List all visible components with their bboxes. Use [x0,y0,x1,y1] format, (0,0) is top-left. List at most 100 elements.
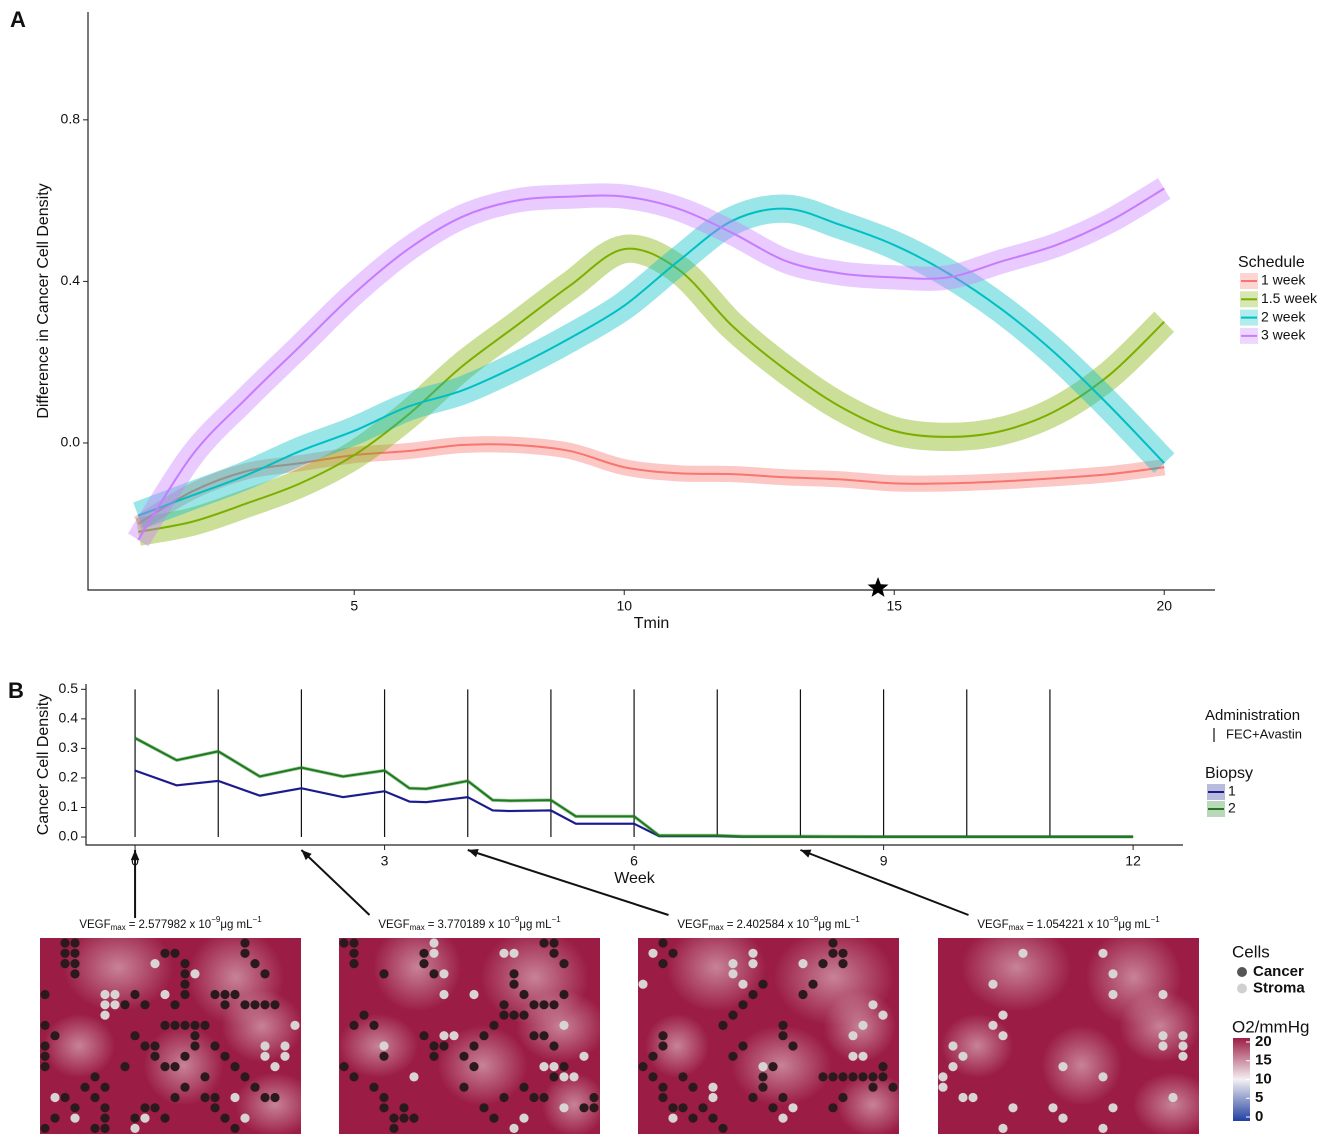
cancer-cell [399,1114,408,1123]
stroma-cell [988,1021,997,1030]
stroma-cell [1098,1072,1107,1081]
cancer-cell [250,1000,259,1009]
cancer-cell [160,1062,169,1071]
cancer-cell [230,1062,239,1071]
stroma-cell [1048,1103,1057,1112]
stroma-cell [798,959,807,968]
cancer-cell [260,1000,269,1009]
cancer-cell [748,1093,757,1102]
stroma-cell [1158,1041,1167,1050]
cancer-cell [40,1021,49,1030]
legend-title: Cells [1232,942,1270,961]
colorbar-tick-label: 0 [1255,1108,1263,1125]
cancer-cell [240,949,249,958]
legend-title: Schedule [1238,254,1305,271]
cancer-cell [70,938,79,947]
vegf-label-part: = [428,919,435,931]
vegf-label-part: −1 [1151,915,1161,924]
cancer-cell [678,1103,687,1112]
x-axis-title: Tmin [634,615,670,632]
cancer-cell [469,1062,478,1071]
oxygen-gradient [1119,990,1200,1062]
cancer-cell [200,1021,209,1030]
cancer-cell [539,1093,548,1102]
vegf-label-part: x 10 [488,919,510,931]
stroma-cell [579,1052,588,1061]
stroma-cell [1108,969,1117,978]
cancer-cell [559,1062,568,1071]
cancer-cell [668,1103,677,1112]
cancer-cell [210,1093,219,1102]
cancer-cell [469,1041,478,1050]
cancer-cell [658,1093,667,1102]
cancer-cell [868,1072,877,1081]
stroma-cell [878,1011,887,1020]
cancer-cell [170,1021,179,1030]
cancer-cell [200,1093,209,1102]
x-tick-label: 5 [350,598,358,614]
vegf-label: VEGFmax=2.577982x 10−9μg mL−1 [79,915,262,932]
stroma-cell [848,1052,857,1061]
cancer-cell [379,969,388,978]
cancer-cell [519,1083,528,1092]
cancer-cell [40,990,49,999]
cancer-cell [250,959,259,968]
colorbar-tick-label: 15 [1255,1052,1272,1069]
cancer-cell [419,959,428,968]
y-axis-title: Difference in Cancer Cell Density [35,183,52,418]
cancer-cell [379,1103,388,1112]
oxygen-gradient [221,990,302,1062]
cancer-cell [170,1000,179,1009]
cancer-cell [429,969,438,978]
cancer-cell [120,1000,129,1009]
cancer-cell [130,990,139,999]
vegf-label-part: 2.402584 [736,919,785,931]
cancer-cell [349,949,358,958]
stroma-cell [539,1062,548,1071]
stroma-cell [1158,990,1167,999]
panel-label: A [10,7,26,32]
cancer-cell [549,949,558,958]
stroma-cell [70,1114,79,1123]
stroma-cell [858,1021,867,1030]
cancer-cell [658,959,667,968]
cancer-cell [718,1124,727,1133]
cancer-cell [489,1021,498,1030]
cancer-cell [758,1083,767,1092]
cancer-cell [519,990,528,999]
cancer-cell [70,959,79,968]
cancer-cell [170,1062,179,1071]
cancer-cell [728,1052,737,1061]
y-tick-label: 0.4 [61,272,81,288]
cancer-cell [668,949,677,958]
stroma-cell [280,1041,289,1050]
cancer-cell [190,1031,199,1040]
cancer-cell [768,1103,777,1112]
arrow-head [800,850,811,858]
legend-label: Stroma [1253,979,1305,996]
legend-key [1237,984,1247,994]
cancer-cell [549,1072,558,1081]
cancer-cell [818,1072,827,1081]
cancer-cell [529,1031,538,1040]
stroma-cell [738,980,747,989]
stroma-cell [569,1072,578,1081]
vegf-label-part: VEGF [378,919,409,931]
vegf-label-part: x 10 [189,919,211,931]
stroma-cell [110,990,119,999]
cancer-cell [150,1103,159,1112]
stroma-cell [998,1011,1007,1020]
cancer-cell [230,990,239,999]
stroma-cell [509,1124,518,1133]
stroma-cell [160,990,169,999]
vegf-label-part: max [111,923,126,932]
stroma-cell [469,990,478,999]
stroma-cell [1058,1114,1067,1123]
cancer-cell [180,969,189,978]
cancer-cell [200,1072,209,1081]
cancer-cell [529,1000,538,1009]
cancer-cell [389,1114,398,1123]
legend-label: 1 [1228,783,1236,799]
cancer-cell [539,1031,548,1040]
cancer-cell [190,1041,199,1050]
